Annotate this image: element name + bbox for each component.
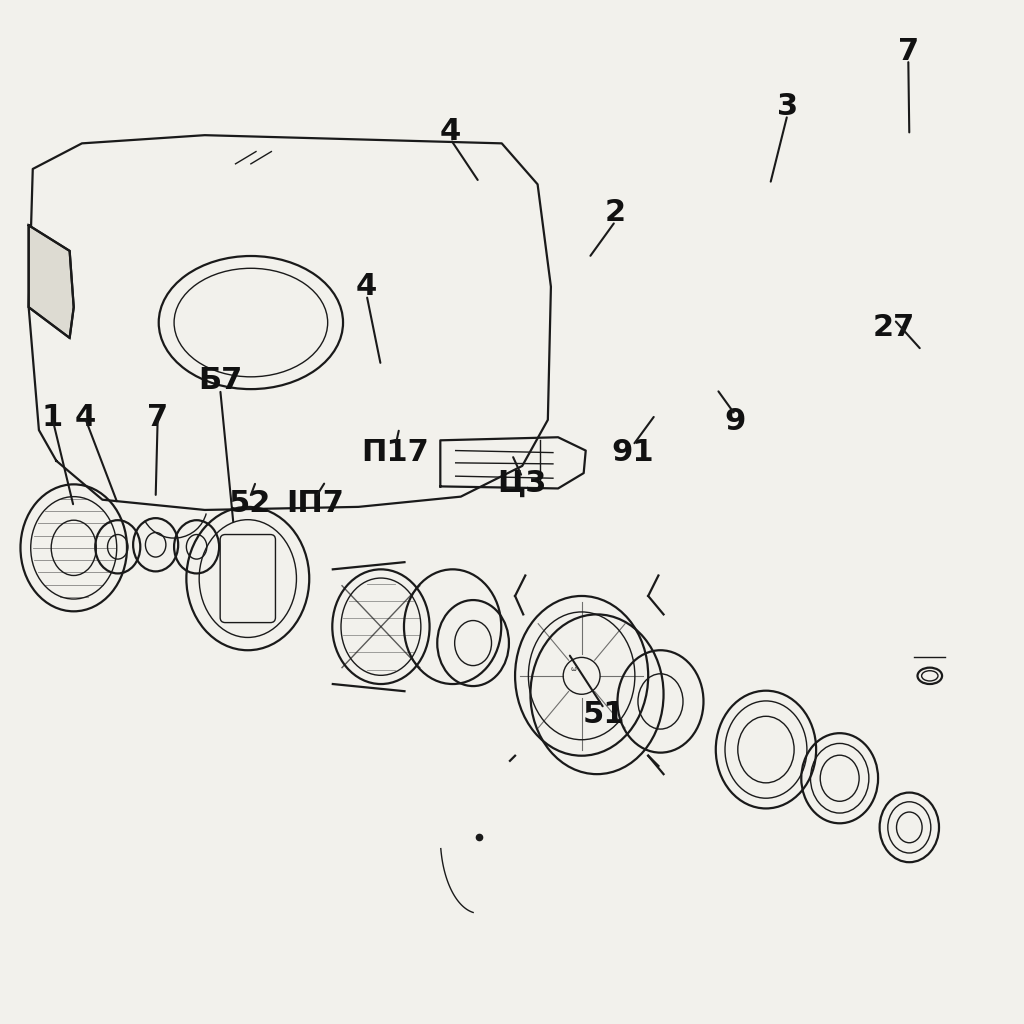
Text: 2: 2 [605,199,626,227]
Text: 3: 3 [777,92,798,121]
Polygon shape [29,225,74,338]
Text: 7: 7 [147,403,168,432]
Text: 27: 27 [872,313,915,342]
Text: П17: П17 [361,438,429,467]
Text: Б7: Б7 [198,367,243,395]
Text: ω: ω [570,666,577,672]
Text: IП7: IП7 [287,489,344,518]
Text: Ц3: Ц3 [498,469,547,498]
Text: 4: 4 [356,272,377,301]
Text: 91: 91 [611,438,654,467]
Text: 7: 7 [898,37,919,66]
Text: 4: 4 [440,117,461,145]
Text: 9: 9 [725,408,745,436]
Text: 52: 52 [228,489,271,518]
Text: 1: 1 [42,403,62,432]
Text: 51: 51 [583,700,626,729]
Text: 4: 4 [75,403,95,432]
